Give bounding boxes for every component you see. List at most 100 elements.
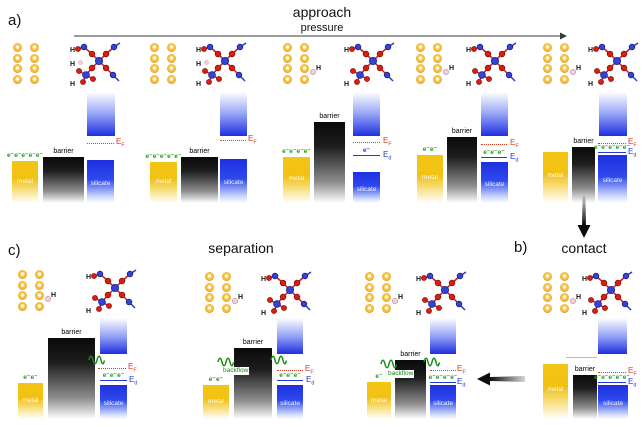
a4-silicate-block [481, 162, 508, 203]
a1-metal-block [12, 161, 38, 203]
gold-atom-dot [365, 282, 374, 292]
gold-atom-dot [222, 293, 231, 303]
a5-gold-atom-array: H [543, 43, 581, 85]
svg-text:H: H [196, 61, 201, 68]
gold-atom-dot [560, 303, 569, 313]
silicate-molecule-structure: H H [86, 269, 137, 315]
gold-atom-dot [300, 53, 309, 63]
a4-fermi-level-label: EF [510, 138, 519, 150]
b-defect-electron-label: e⁻ [601, 373, 609, 381]
gold-atom-dot [13, 64, 22, 74]
svg-text:H: H [196, 81, 201, 88]
gold-atom-dot [382, 293, 391, 303]
gold-atom-dot [382, 272, 391, 281]
gold-atom-dot [300, 64, 309, 74]
a3-metal-electron-label: e⁻ [289, 148, 297, 155]
gold-atom-dot [167, 53, 176, 63]
gold-atom-dot [18, 280, 27, 290]
a1-conduction-band-block [87, 92, 115, 136]
silicate-molecule-structure: H H H [70, 42, 121, 88]
a2-metal-label: metal [155, 178, 172, 186]
gold-atom-dot [300, 43, 309, 52]
c3-fermi-level-label: EF [457, 364, 466, 376]
gold-atom-dot [543, 293, 552, 303]
a1-barrier-block [43, 157, 84, 203]
a3-metal-electron-label: e⁻ [282, 148, 290, 155]
gold-atom-dot [167, 74, 176, 84]
down-arrow-icon [577, 196, 591, 238]
c3-defect-electron-label: e⁻ [443, 373, 451, 381]
c3-defect-level-label: Ed [457, 377, 466, 389]
b-metal-label: metal [547, 386, 564, 394]
adsorbed-hydrogen-atom [570, 69, 576, 75]
c2-silicate-molecule: H H [261, 269, 313, 322]
gold-atom-dot [365, 303, 374, 313]
gold-atom-dot [560, 293, 569, 303]
a4-metal-label: metal [422, 174, 438, 182]
c3-tunneling-wave-icon [380, 359, 397, 369]
c1-defect-level-line [100, 380, 127, 381]
c1-conduction-band-block [100, 318, 127, 354]
silicate-molecule-structure: H H [344, 42, 395, 88]
a2-metal-electron-label: e⁻ [145, 153, 153, 160]
c2-silicate-label: silicate [280, 400, 300, 408]
silicate-molecule-structure: H H [261, 271, 312, 317]
a5-fermi-level-line [598, 143, 626, 144]
c1-defect-electron-label: e⁻ [109, 371, 117, 379]
a5-defect-electron-label: e⁻ [608, 143, 616, 151]
b-fermi-level-label: EF [628, 366, 637, 378]
separation-title: separation [208, 240, 274, 256]
c1-metal-label: metal [22, 397, 39, 405]
gold-atom-dot [30, 53, 39, 63]
svg-text:H: H [466, 47, 471, 54]
a1-silicate-block [87, 160, 114, 203]
c2-tunneling-wave-icon [217, 357, 234, 367]
svg-text:H: H [466, 81, 471, 88]
a2-silicate-block [220, 159, 247, 203]
gold-atom-dot [560, 43, 569, 52]
svg-text:H: H [416, 310, 421, 317]
svg-text:H: H [196, 47, 201, 54]
approach-title: approach [292, 4, 352, 20]
c2-silicate-block [277, 385, 303, 419]
gold-atom-dot [560, 53, 569, 63]
gold-atom-dot [18, 301, 27, 311]
gold-atom-dot [543, 53, 552, 63]
c3-silicate-molecule: H H [416, 269, 468, 322]
gold-atom-dot [560, 74, 569, 84]
adsorbed-hydrogen-atom [443, 69, 449, 75]
gold-atom-dot [35, 291, 44, 301]
c1-tunneling-wave-icon [88, 355, 105, 365]
a1-fermi-level-label: EF [116, 137, 125, 149]
a1-silicate-label: silicate [90, 179, 111, 187]
c1-metal-electron-label: e⁻ [30, 374, 38, 381]
b-fermi-level-line [598, 372, 626, 373]
gold-atom-dot [560, 282, 569, 292]
c2-conduction-band-block [277, 318, 303, 354]
gold-atom-dot [222, 272, 231, 281]
silicate-molecule-structure: H H [466, 42, 517, 88]
c1-defect-electron-label: e⁻ [102, 371, 110, 379]
gold-atom-dot [543, 64, 552, 74]
svg-text:H: H [416, 276, 421, 283]
svg-text:H: H [261, 276, 266, 283]
c3-backflow-label: backflow [387, 370, 415, 378]
c3-conduction-band-block [430, 318, 456, 354]
a2-gold-atom-array [150, 43, 188, 85]
gold-atom-dot [433, 43, 442, 52]
gold-atom-dot [560, 64, 569, 74]
gold-atom-dot [382, 282, 391, 292]
a4-defect-electron-label: e⁻ [490, 148, 498, 156]
a2-metal-electron-label: e⁻ [167, 153, 175, 160]
a2-barrier-block [181, 157, 218, 203]
a3-defect-level-label: Ed [383, 150, 392, 162]
b-defect-electron-label: e⁻ [622, 373, 630, 381]
svg-text:H: H [70, 47, 75, 54]
c2-defect-electron-label: e⁻ [279, 371, 287, 379]
a2-fermi-level-line [220, 140, 246, 141]
adsorbed-hydrogen-atom [392, 298, 398, 304]
adsorbed-hydrogen-atom [45, 296, 51, 302]
gold-atom-dot [150, 64, 159, 74]
a2-metal-block [150, 162, 177, 203]
